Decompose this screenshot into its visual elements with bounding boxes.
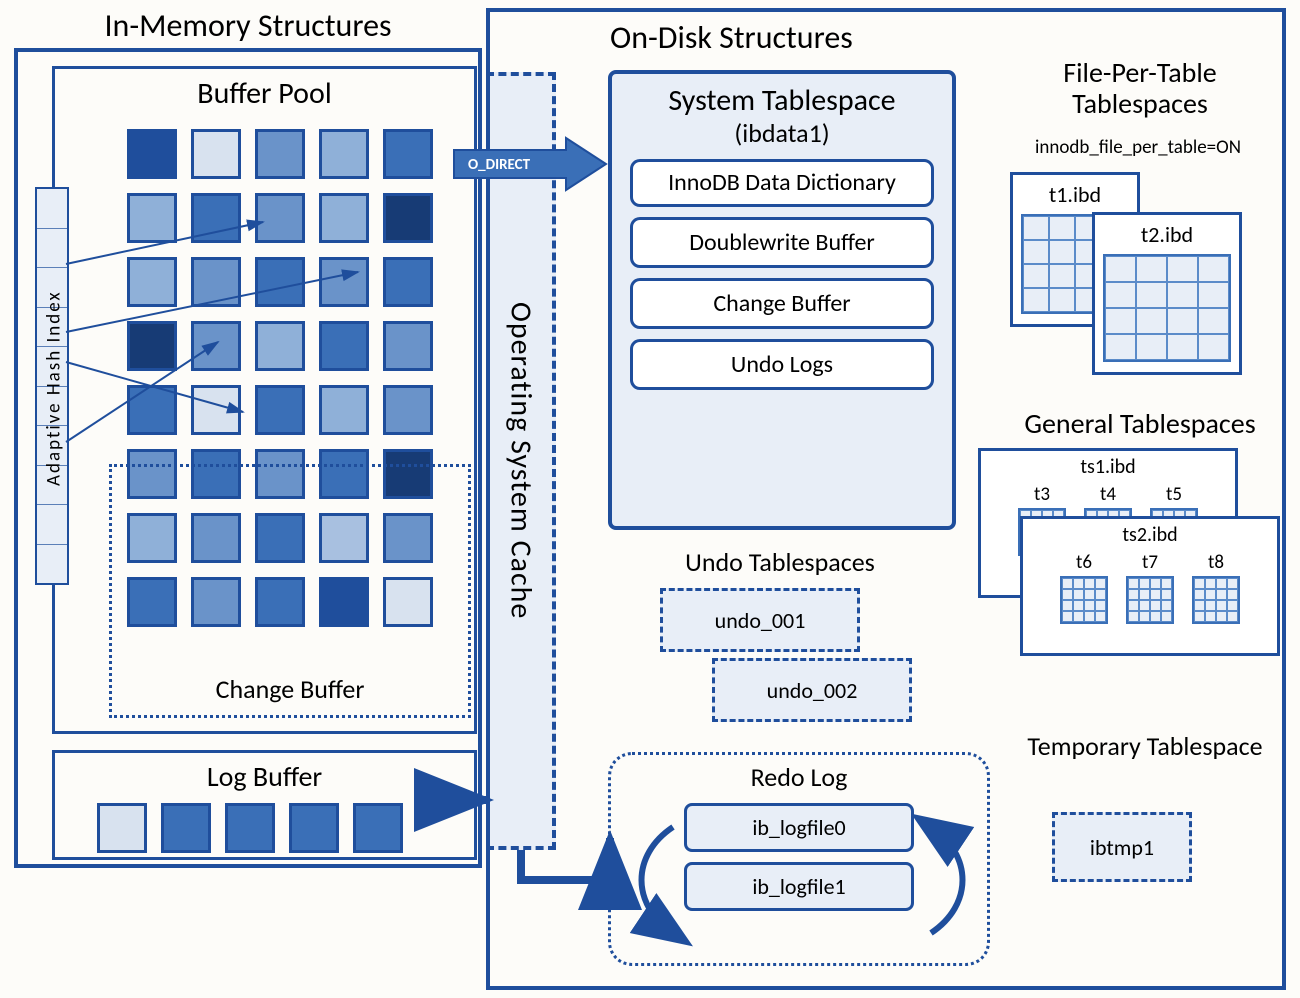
buffer-pool-cell bbox=[383, 321, 433, 371]
on-disk-title: On-Disk Structures bbox=[610, 18, 853, 57]
sys-item-change-buffer: Change Buffer bbox=[630, 278, 934, 329]
gen-ts2-file: ts2.ibd bbox=[1031, 523, 1269, 547]
buffer-pool-cell bbox=[191, 257, 241, 307]
buffer-pool-cell bbox=[191, 321, 241, 371]
buffer-pool-cell bbox=[127, 193, 177, 243]
general-tablespaces-title: General Tablespaces bbox=[990, 406, 1290, 441]
sys-item-doublewrite: Doublewrite Buffer bbox=[630, 217, 934, 268]
buffer-pool-cell bbox=[255, 321, 305, 371]
buffer-pool-cell bbox=[191, 193, 241, 243]
mini-grid-icon bbox=[1103, 254, 1231, 362]
buffer-pool-cell bbox=[383, 385, 433, 435]
gen-ts2-t8: t8 bbox=[1192, 551, 1240, 624]
label-t4: t4 bbox=[1100, 483, 1116, 506]
buffer-pool-cell bbox=[127, 129, 177, 179]
undo-file-2: undo_002 bbox=[712, 658, 912, 722]
log-buffer-box: Log Buffer bbox=[52, 750, 477, 860]
gen-ts2-card: ts2.ibd t6 t7 t8 bbox=[1020, 516, 1280, 656]
sys-item-data-dictionary: InnoDB Data Dictionary bbox=[630, 159, 934, 207]
buffer-pool-cell bbox=[127, 385, 177, 435]
log-buffer-cell bbox=[353, 803, 403, 853]
on-disk-panel: On-Disk Structures System Tablespace (ib… bbox=[486, 8, 1286, 990]
system-tablespace-subtitle: (ibdata1) bbox=[612, 117, 952, 149]
buffer-pool-row bbox=[127, 385, 433, 435]
buffer-pool-cell bbox=[383, 257, 433, 307]
system-tablespace-title: System Tablespace bbox=[612, 82, 952, 119]
file-card-t2: t2.ibd bbox=[1092, 212, 1242, 375]
mini-grid-icon bbox=[1126, 576, 1174, 624]
buffer-pool-cell bbox=[191, 385, 241, 435]
buffer-pool-box: Buffer Pool Adaptive Hash Index Change B… bbox=[52, 66, 477, 734]
redo-log-title: Redo Log bbox=[611, 761, 987, 793]
log-buffer-row bbox=[97, 803, 403, 853]
in-memory-title: In-Memory Structures bbox=[14, 6, 482, 45]
log-buffer-cell bbox=[97, 803, 147, 853]
temp-tablespace-title: Temporary Tablespace bbox=[1020, 732, 1270, 761]
buffer-pool-title: Buffer Pool bbox=[55, 75, 474, 112]
buffer-pool-cell bbox=[255, 193, 305, 243]
label-t8: t8 bbox=[1208, 551, 1224, 574]
in-memory-panel: Buffer Pool Adaptive Hash Index Change B… bbox=[14, 48, 482, 868]
file-t1-label: t1.ibd bbox=[1021, 181, 1129, 208]
log-buffer-cell bbox=[289, 803, 339, 853]
buffer-pool-cell bbox=[127, 257, 177, 307]
buffer-pool-cell bbox=[383, 129, 433, 179]
adaptive-hash-index: Adaptive Hash Index bbox=[35, 187, 69, 585]
file-per-table-subtitle: innodb_file_per_table=ON bbox=[988, 136, 1288, 159]
mini-grid-icon bbox=[1192, 576, 1240, 624]
buffer-pool-cell bbox=[255, 257, 305, 307]
label-t7: t7 bbox=[1142, 551, 1158, 574]
buffer-pool-cell bbox=[319, 129, 369, 179]
file-t2-label: t2.ibd bbox=[1103, 221, 1231, 248]
gen-ts2-t6: t6 bbox=[1060, 551, 1108, 624]
buffer-pool-cell bbox=[191, 129, 241, 179]
mini-grid-icon bbox=[1060, 576, 1108, 624]
buffer-pool-cell bbox=[255, 129, 305, 179]
system-tablespace: System Tablespace (ibdata1) InnoDB Data … bbox=[608, 70, 956, 530]
buffer-pool-cell bbox=[319, 385, 369, 435]
sys-item-undo-logs: Undo Logs bbox=[630, 339, 934, 390]
buffer-pool-row bbox=[127, 129, 433, 179]
gen-ts2-t7: t7 bbox=[1126, 551, 1174, 624]
log-buffer-cell bbox=[161, 803, 211, 853]
buffer-pool-row bbox=[127, 321, 433, 371]
buffer-pool-cell bbox=[127, 321, 177, 371]
undo-tablespaces-title: Undo Tablespaces bbox=[630, 546, 930, 578]
redo-file-1: ib_logfile1 bbox=[684, 862, 914, 911]
label-t6: t6 bbox=[1076, 551, 1092, 574]
adaptive-hash-index-label: Adaptive Hash Index bbox=[40, 195, 68, 581]
temp-tablespace-file: ibtmp1 bbox=[1052, 812, 1192, 882]
gen-ts1-file: ts1.ibd bbox=[989, 455, 1227, 479]
log-buffer-title: Log Buffer bbox=[55, 759, 474, 794]
buffer-pool-cell bbox=[319, 193, 369, 243]
buffer-pool-cell bbox=[319, 321, 369, 371]
undo-file-1: undo_001 bbox=[660, 588, 860, 652]
redo-log-box: Redo Log ib_logfile0 ib_logfile1 bbox=[608, 752, 990, 966]
label-t5: t5 bbox=[1166, 483, 1182, 506]
buffer-pool-cell bbox=[319, 257, 369, 307]
change-buffer-title: Change Buffer bbox=[112, 673, 468, 705]
file-per-table-title: File-Per-Table Tablespaces bbox=[1000, 58, 1280, 120]
log-buffer-cell bbox=[225, 803, 275, 853]
buffer-pool-cell bbox=[255, 385, 305, 435]
label-t3: t3 bbox=[1034, 483, 1050, 506]
buffer-pool-row bbox=[127, 257, 433, 307]
buffer-pool-row bbox=[127, 193, 433, 243]
change-buffer-box: Change Buffer bbox=[109, 464, 471, 718]
buffer-pool-cell bbox=[383, 193, 433, 243]
redo-file-0: ib_logfile0 bbox=[684, 803, 914, 852]
